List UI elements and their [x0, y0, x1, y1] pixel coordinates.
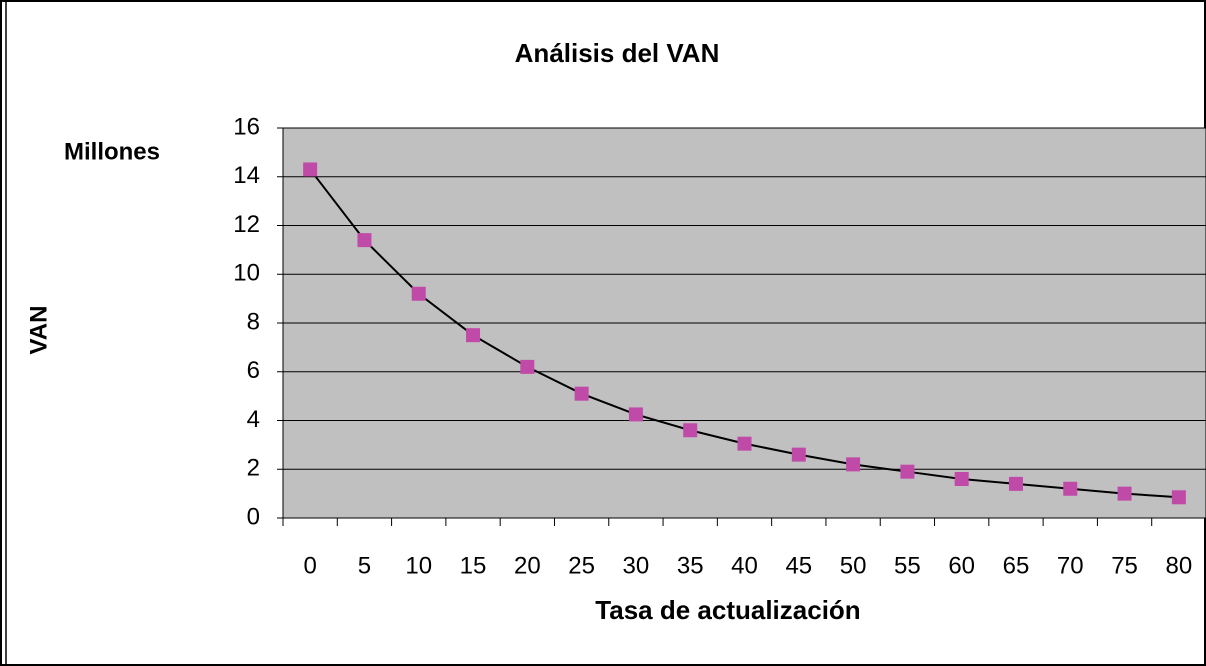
marker	[1063, 481, 1078, 496]
x-tick-label: 40	[731, 552, 758, 579]
y-tick-label: 0	[247, 503, 260, 530]
marker	[683, 423, 698, 438]
marker	[466, 328, 481, 343]
marker	[900, 464, 915, 479]
chart-title: Análisis del VAN	[515, 38, 720, 68]
x-tick-label: 30	[623, 552, 650, 579]
marker	[954, 472, 969, 486]
x-tick-label: 35	[677, 552, 704, 579]
x-tick-label: 45	[785, 552, 812, 579]
y-tick-label: 4	[247, 406, 260, 433]
y-tick-label: 2	[247, 455, 260, 482]
x-axis-title: Tasa de actualización	[595, 595, 860, 625]
marker	[1008, 476, 1023, 491]
x-tick-label: 65	[1003, 552, 1030, 579]
marker	[628, 407, 643, 422]
unit-label: Millones	[64, 138, 160, 165]
x-tick-label: 60	[948, 552, 975, 579]
marker	[303, 162, 318, 177]
x-tick-label: 55	[894, 552, 921, 579]
y-axis-title: VAN	[25, 306, 52, 355]
x-tick-label: 0	[303, 552, 316, 579]
marker	[520, 359, 535, 374]
y-tick-label: 6	[247, 357, 260, 384]
marker	[574, 386, 589, 401]
marker	[737, 436, 752, 451]
y-tick-label: 16	[233, 113, 260, 140]
marker	[411, 286, 426, 301]
x-tick-label: 10	[405, 552, 432, 579]
y-tick-label: 12	[233, 211, 260, 238]
x-tick-label: 50	[840, 552, 867, 579]
marker	[1171, 490, 1186, 505]
x-tick-label: 75	[1111, 552, 1138, 579]
x-tick-label: 15	[460, 552, 487, 579]
x-tick-label: 5	[358, 552, 371, 579]
y-tick-label: 10	[233, 260, 260, 287]
x-tick-label: 25	[568, 552, 595, 579]
x-tick-label: 70	[1057, 552, 1084, 579]
marker	[791, 447, 806, 462]
marker	[1117, 486, 1132, 501]
y-tick-label: 8	[247, 308, 260, 335]
x-tick-label: 20	[514, 552, 541, 579]
x-tick-label: 80	[1166, 552, 1193, 579]
y-tick-label: 14	[233, 162, 260, 189]
marker	[846, 457, 861, 472]
marker	[357, 233, 372, 248]
